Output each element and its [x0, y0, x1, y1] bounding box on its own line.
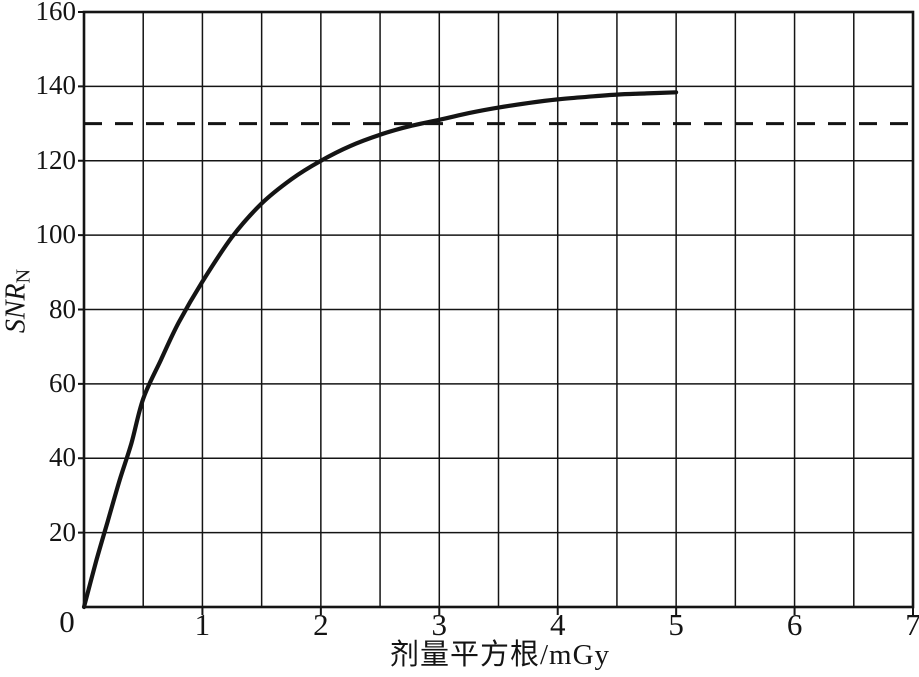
y-axis-title-subscript: N	[12, 268, 35, 284]
y-tick-label: 120	[35, 144, 77, 175]
y-tick-label: 40	[49, 442, 76, 473]
y-tick-label: 100	[35, 219, 77, 250]
y-tick-label: 80	[49, 293, 76, 324]
snr-vs-sqrt-dose-curve	[81, 90, 679, 610]
y-tick-label: 60	[49, 367, 76, 398]
y-tick-label: 20	[49, 516, 76, 547]
x-tick-label: 3	[431, 607, 448, 642]
x-tick-label: 4	[549, 607, 566, 642]
x-tick-label: 7	[905, 607, 919, 642]
y-axis-title-main: SNR	[0, 283, 32, 334]
plot-border	[82, 10, 915, 609]
x-tick-label: 2	[313, 607, 329, 642]
origin-tick-label: 0	[59, 604, 75, 639]
x-tick-label: 1	[194, 607, 211, 642]
x-axis-title: 剂量平方根/mGy	[389, 639, 611, 671]
y-tick-label: 160	[35, 0, 77, 26]
x-tick-label: 5	[668, 607, 684, 642]
y-tick-label: 140	[35, 70, 77, 101]
x-tick-label: 6	[786, 607, 803, 642]
y-axis-title: SNRN	[0, 268, 35, 334]
